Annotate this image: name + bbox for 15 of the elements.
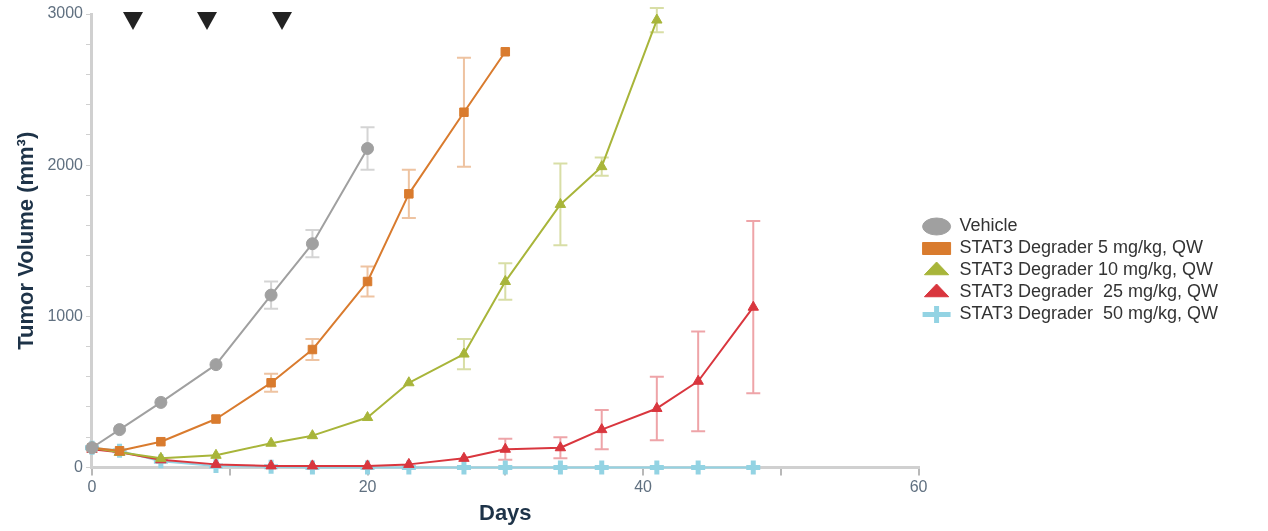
legend-label: STAT3 Degrader 50 mg/kg, QW xyxy=(959,303,1219,324)
y-tick-label: 2000 xyxy=(47,155,84,173)
x-tick-label: 60 xyxy=(909,478,928,496)
legend-label: STAT3 Degrader 25 mg/kg, QW xyxy=(959,281,1219,302)
y-axis-title: Tumor Volume (mm³) xyxy=(13,131,39,350)
y-tick-label: 0 xyxy=(74,457,84,475)
y-tick-label: 3000 xyxy=(47,4,84,22)
x-axis-title: Days xyxy=(478,499,532,525)
x-tick-label: 20 xyxy=(358,478,377,496)
legend-label: Vehicle xyxy=(959,215,1018,236)
legend-label: STAT3 Degrader 10 mg/kg, QW xyxy=(959,259,1214,280)
x-tick-label: 40 xyxy=(634,478,653,496)
y-tick-label: 1000 xyxy=(47,306,84,324)
legend-label: STAT3 Degrader 5 mg/kg, QW xyxy=(959,237,1203,258)
x-tick-label: 0 xyxy=(87,478,97,496)
